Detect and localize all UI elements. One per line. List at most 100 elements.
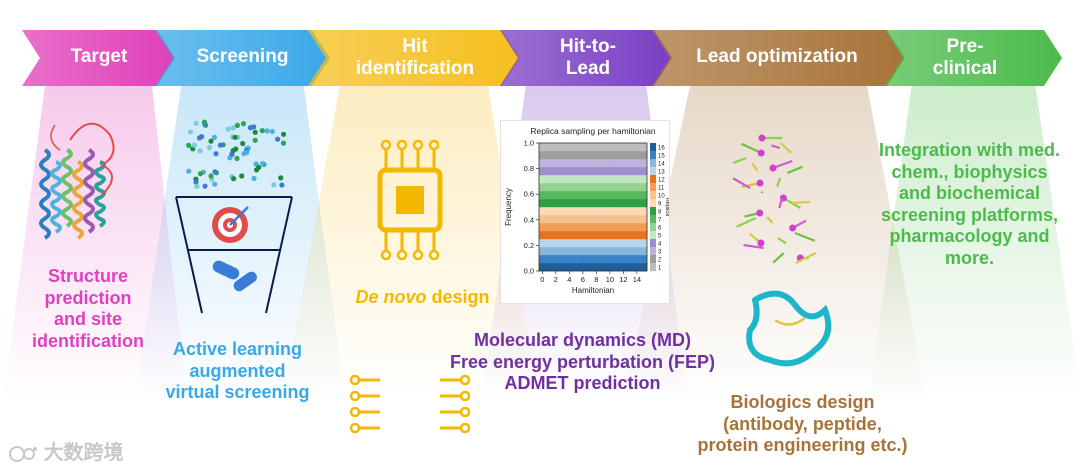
legend-swatch-15	[650, 151, 656, 160]
chart-segment-h11-r12	[608, 231, 616, 240]
chart-segment-h15-r8	[634, 199, 641, 208]
chart-segment-h5-r15	[570, 255, 578, 264]
chart-segment-h2-r15	[551, 255, 559, 264]
chart-segment-h4-r15	[564, 255, 572, 264]
chart-segment-h16-r14	[640, 247, 648, 256]
chart-segment-h1-r9	[545, 207, 552, 216]
chart-segment-h10-r16	[602, 263, 610, 272]
chart-segment-h6-r13	[577, 239, 584, 248]
chart-segment-h8-r16	[589, 263, 597, 272]
chart-segment-h10-r11	[602, 223, 610, 232]
chart-segment-h6-r15	[577, 255, 584, 264]
chart-segment-h7-r16	[583, 263, 591, 272]
chart-segment-h14-r13	[627, 239, 635, 248]
chart-segment-h16-r12	[640, 231, 648, 240]
chart-segment-h2-r3	[551, 159, 559, 168]
legend-label-4: 4	[658, 242, 662, 248]
chart-segment-h0-r8	[539, 199, 546, 208]
chart-ylabel: Frequency	[504, 188, 513, 226]
stage-lead-optimization-label: Lead optimization	[696, 46, 858, 67]
chart-segment-h11-r2	[608, 151, 616, 160]
chart-segment-h3-r12	[558, 231, 565, 240]
chart-segment-h13-r11	[621, 223, 629, 232]
chart-segment-h2-r7	[551, 191, 559, 200]
chart-segment-h0-r9	[539, 207, 546, 216]
chart-segment-h15-r3	[634, 159, 641, 168]
chart-segment-h5-r4	[570, 167, 578, 176]
chart-svg: Replica sampling per hamiltonian 0.0 0.2 0.…	[504, 126, 669, 295]
chart-segment-h6-r10	[577, 215, 584, 224]
chart-segment-h8-r13	[589, 239, 597, 248]
stage-arrow-4	[652, 30, 905, 86]
stage-hit-label: Hit identification	[355, 36, 475, 79]
chart-segment-h13-r6	[621, 183, 629, 192]
chart-segment-h4-r3	[564, 159, 572, 168]
chart-segment-h10-r2	[602, 151, 610, 160]
chart-segment-h14-r16	[627, 263, 635, 272]
chart-segment-h16-r8	[640, 199, 648, 208]
chart-segment-h2-r2	[551, 151, 559, 160]
chart-segment-h9-r11	[596, 223, 603, 232]
chart-segment-h5-r14	[570, 247, 578, 256]
chart-segment-h15-r1	[634, 143, 641, 152]
chart-segment-h5-r8	[570, 199, 578, 208]
chart-segment-h3-r8	[558, 199, 565, 208]
chart-segment-h6-r2	[577, 151, 584, 160]
chart-segment-h6-r5	[577, 175, 584, 184]
legend-swatch-5	[650, 231, 656, 240]
legend-swatch-16	[650, 143, 656, 152]
chart-segment-h6-r7	[577, 191, 584, 200]
chart-segment-h0-r5	[539, 175, 546, 184]
chart-segment-h8-r9	[589, 207, 597, 216]
legend-label-13: 13	[658, 170, 665, 176]
chart-segment-h0-r15	[539, 255, 546, 264]
chart-segment-h5-r2	[570, 151, 578, 160]
chart-segment-h0-r14	[539, 247, 546, 256]
chart-segment-h9-r2	[596, 151, 603, 160]
chart-segment-h2-r14	[551, 247, 559, 256]
chart-segment-h1-r5	[545, 175, 552, 184]
chart-segment-h1-r4	[545, 167, 552, 176]
chart-segment-h11-r3	[608, 159, 616, 168]
chart-segment-h14-r15	[627, 255, 635, 264]
chart-segment-h11-r5	[608, 175, 616, 184]
chart-segment-h1-r13	[545, 239, 552, 248]
chart-segment-h3-r2	[558, 151, 565, 160]
chart-segment-h4-r4	[564, 167, 572, 176]
chart-segment-h2-r6	[551, 183, 559, 192]
chart-segment-h4-r11	[564, 223, 572, 232]
chart-segment-h16-r10	[640, 215, 648, 224]
chart-segment-h5-r1	[570, 143, 578, 152]
beam-5	[868, 86, 1080, 400]
chart-segment-h5-r9	[570, 207, 578, 216]
chart-segment-h1-r15	[545, 255, 552, 264]
y-tick-label: 0.6	[524, 190, 534, 199]
chart-segment-h4-r5	[564, 175, 572, 184]
chart-segment-h0-r6	[539, 183, 546, 192]
chart-segment-h8-r10	[589, 215, 597, 224]
chart-segment-h14-r1	[627, 143, 635, 152]
chart-title: Replica sampling per hamiltonian	[530, 126, 655, 136]
chart-segment-h15-r14	[634, 247, 641, 256]
chart-segment-h9-r8	[596, 199, 603, 208]
chart-segment-h16-r7	[640, 191, 648, 200]
chart-segment-h1-r3	[545, 159, 552, 168]
chart-segment-h4-r9	[564, 207, 572, 216]
chart-segment-h6-r11	[577, 223, 584, 232]
chart-segment-h11-r10	[608, 215, 616, 224]
chart-segment-h7-r2	[583, 151, 591, 160]
legend-label-10: 10	[658, 194, 665, 200]
caption-lead-optimization: Biologics design (antibody, peptide, pro…	[697, 392, 908, 456]
caption-hit-suffix: design	[426, 287, 490, 307]
ai-chip-icon	[349, 139, 471, 434]
chart-segment-h9-r6	[596, 183, 603, 192]
chart-segment-h7-r12	[583, 231, 591, 240]
chart-segment-h7-r3	[583, 159, 591, 168]
beam-4	[623, 86, 927, 400]
chart-segment-h12-r3	[615, 159, 622, 168]
stage-screening-label: Screening	[196, 46, 289, 67]
legend-label-11: 11	[658, 186, 665, 192]
legend-label-15: 15	[658, 154, 665, 160]
chart-segment-h7-r6	[583, 183, 591, 192]
chart-segment-h0-r7	[539, 191, 546, 200]
